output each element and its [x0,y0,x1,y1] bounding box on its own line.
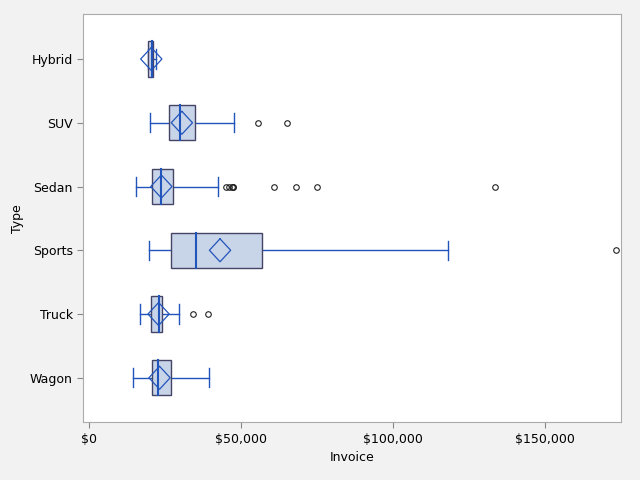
Bar [152,360,171,396]
Bar [148,41,153,76]
Bar [152,169,173,204]
Bar [169,105,195,140]
Y-axis label: Type: Type [12,204,24,233]
X-axis label: Invoice: Invoice [330,451,374,464]
Bar [172,233,262,268]
Bar [151,297,162,332]
